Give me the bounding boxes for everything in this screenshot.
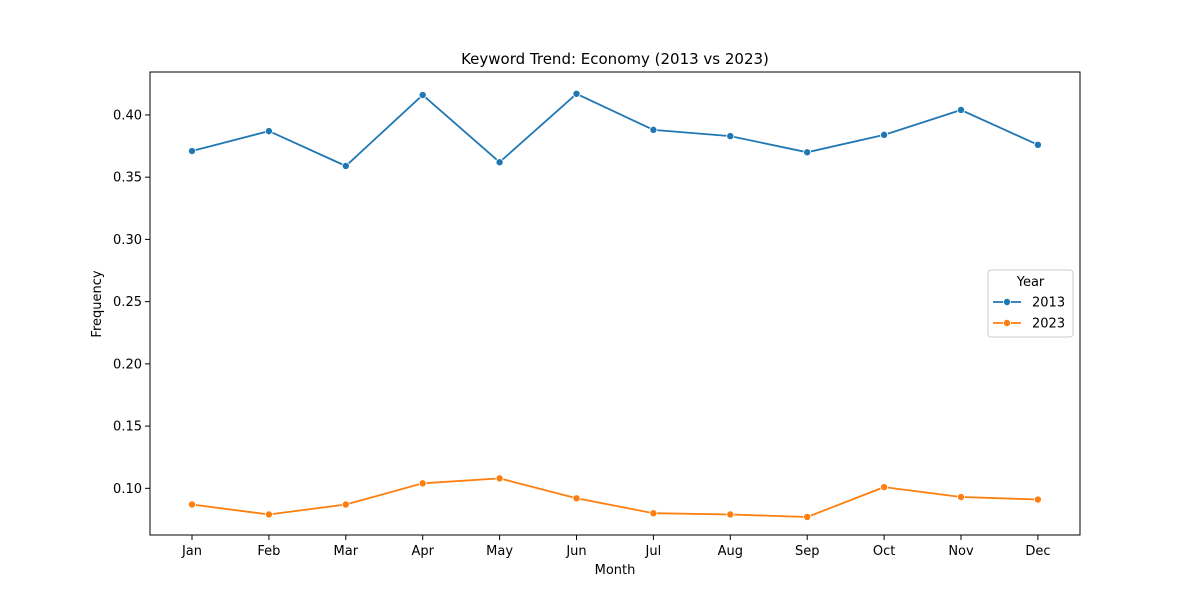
data-point <box>341 500 350 509</box>
x-tick-label: Nov <box>948 544 974 559</box>
x-tick-label: Apr <box>411 544 434 559</box>
x-tick-label: Jan <box>181 544 202 559</box>
data-point <box>957 105 966 114</box>
data-point <box>572 89 581 98</box>
y-tick-label: 0.40 <box>113 108 142 123</box>
legend-marker-2023 <box>1003 318 1012 327</box>
x-axis-label: Month <box>595 563 636 578</box>
data-point <box>418 91 427 100</box>
x-tick-label: Oct <box>873 544 895 559</box>
data-point <box>726 510 735 519</box>
data-point <box>649 125 658 134</box>
legend-label-2023: 2023 <box>1032 317 1065 332</box>
x-tick-label: Jun <box>565 544 586 559</box>
data-point <box>649 509 658 518</box>
data-point <box>264 510 273 519</box>
plot-area <box>149 71 1081 536</box>
y-tick-label: 0.25 <box>113 295 142 310</box>
y-tick-label: 0.20 <box>113 357 142 372</box>
y-tick-label: 0.35 <box>113 171 142 186</box>
x-tick-label: Dec <box>1025 544 1050 559</box>
data-point <box>418 479 427 488</box>
y-tick-label: 0.15 <box>113 420 142 435</box>
data-point <box>495 158 504 167</box>
data-point <box>803 512 812 521</box>
data-point <box>1033 495 1042 504</box>
series-line-2023 <box>191 477 1038 518</box>
data-point <box>341 161 350 170</box>
legend: Year 2013 2023 <box>987 269 1074 338</box>
data-point <box>803 148 812 157</box>
data-point <box>187 147 196 156</box>
data-point <box>495 474 504 483</box>
x-tick-label: Feb <box>257 544 280 559</box>
chart-title: Keyword Trend: Economy (2013 vs 2023) <box>461 50 769 68</box>
x-tick-label: Jul <box>645 544 662 559</box>
data-point <box>880 130 889 139</box>
data-point <box>1033 140 1042 149</box>
data-point <box>880 483 889 492</box>
x-tick-label: Sep <box>795 544 820 559</box>
legend-label-2013: 2013 <box>1032 296 1065 311</box>
data-point <box>264 127 273 136</box>
x-tick-label: Aug <box>718 544 743 559</box>
data-point <box>572 494 581 503</box>
data-point <box>187 500 196 509</box>
series-line-2013 <box>191 92 1039 168</box>
y-tick-label: 0.10 <box>113 482 142 497</box>
x-tick-label: Mar <box>334 544 359 559</box>
y-tick-label: 0.30 <box>113 233 142 248</box>
legend-title: Year <box>1016 275 1045 290</box>
x-tick-label: May <box>486 544 513 559</box>
data-point <box>957 493 966 502</box>
series-2023 <box>187 474 1042 521</box>
data-point <box>726 132 735 141</box>
legend-marker-2013 <box>1003 297 1012 306</box>
y-axis-label: Frequency <box>90 270 105 337</box>
series-2013 <box>187 89 1042 170</box>
